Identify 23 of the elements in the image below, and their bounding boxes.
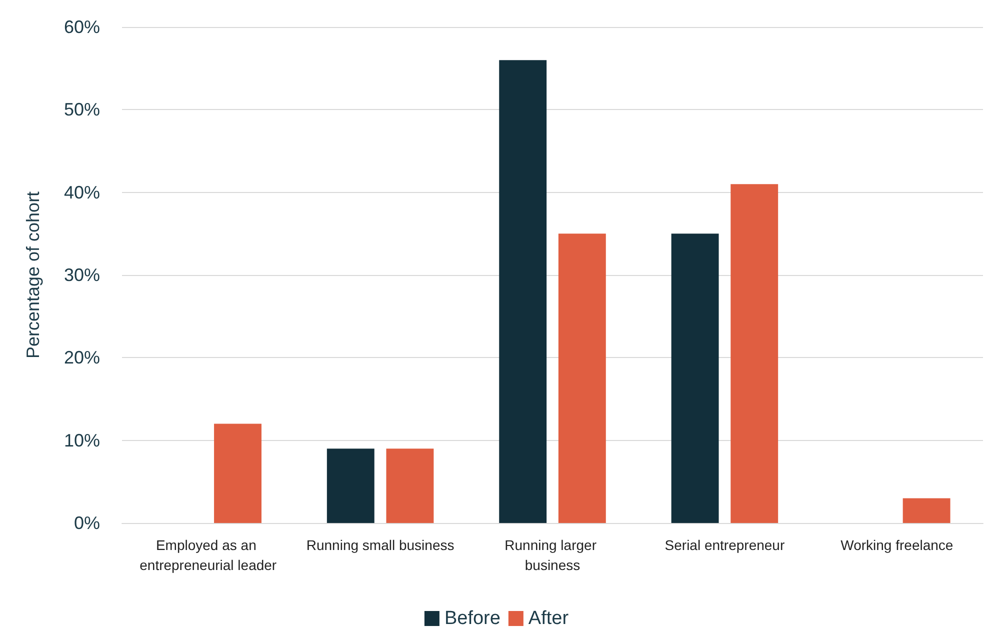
legend-label: Before (444, 608, 500, 629)
y-axis-title: Percentage of cohort (23, 191, 43, 359)
y-tick-label: 40% (64, 182, 100, 202)
bar (326, 448, 374, 523)
y-tick-label: 0% (74, 513, 100, 533)
bar (730, 184, 778, 523)
x-tick-label: Employed as an entrepreneurial leader (140, 537, 277, 573)
bar (499, 60, 547, 523)
bar (214, 424, 262, 523)
y-tick-label: 60% (64, 17, 100, 37)
x-tick-label: Running small business (306, 537, 454, 553)
y-tick-label: 30% (64, 265, 100, 285)
bar (558, 234, 606, 523)
y-tick-label: 10% (64, 430, 100, 450)
bar (386, 448, 434, 523)
legend-label: After (528, 608, 570, 629)
y-tick-label: 20% (64, 348, 100, 368)
x-tick-label: Working freelance (840, 537, 954, 553)
y-tick-label: 50% (64, 100, 100, 120)
x-tick-label: Serial entrepreneur (664, 537, 785, 553)
bar (671, 234, 719, 523)
bar (902, 498, 950, 523)
x-tick-label: Running larger business (504, 537, 600, 573)
